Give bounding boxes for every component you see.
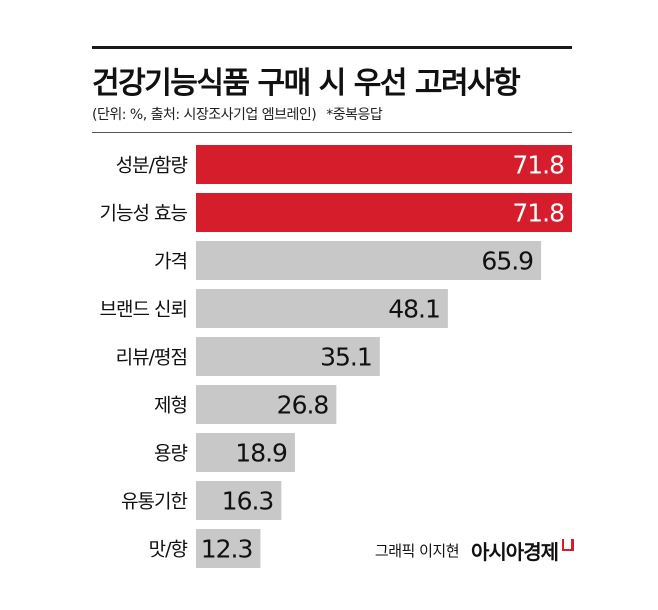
multiple-response-note: *중복응답 — [326, 107, 383, 123]
source-note: (단위: %, 출처: 시장조사기업 엠브레인) — [92, 107, 317, 123]
category-label: 가격 — [154, 251, 187, 273]
category-label: 성분/함량 — [116, 155, 188, 177]
category-label: 브랜드 신뢰 — [100, 299, 187, 321]
bar — [196, 241, 542, 280]
bar — [196, 385, 337, 424]
bar — [196, 289, 448, 328]
header-divider — [92, 132, 572, 133]
bar — [196, 529, 261, 568]
value-label: 48.1 — [388, 295, 440, 324]
bar — [196, 337, 380, 376]
value-label: 71.8 — [512, 151, 564, 180]
brand-logo: 아시아경제 — [471, 540, 559, 564]
value-label: 35.1 — [320, 343, 372, 372]
graphic-credit: 그래픽 이지현 — [374, 542, 460, 560]
credit: 그래픽 이지현 아시아경제 — [375, 536, 574, 565]
category-label: 유통기한 — [121, 491, 187, 513]
bar — [196, 433, 295, 472]
category-label: 맛/향 — [149, 539, 188, 561]
bar — [196, 193, 572, 232]
value-label: 18.9 — [235, 439, 287, 468]
value-label: 71.8 — [512, 199, 564, 228]
chart-title: 건강기능식품 구매 시 우선 고려사항 — [92, 66, 521, 101]
chart-subtitle: (단위: %, 출처: 시장조사기업 엠브레인) *중복응답 — [92, 104, 383, 124]
value-label: 65.9 — [481, 247, 533, 276]
value-label: 12.3 — [201, 535, 253, 564]
category-label: 용량 — [154, 443, 187, 465]
top-rule — [92, 46, 572, 49]
category-label: 기능성 효능 — [100, 203, 188, 225]
category-label: 리뷰/평점 — [116, 347, 187, 369]
category-label: 제형 — [154, 395, 187, 417]
bar — [196, 145, 572, 184]
value-label: 26.8 — [277, 391, 329, 420]
brand-mark-icon — [562, 538, 574, 551]
value-label: 16.3 — [222, 487, 274, 516]
bar — [196, 481, 282, 520]
